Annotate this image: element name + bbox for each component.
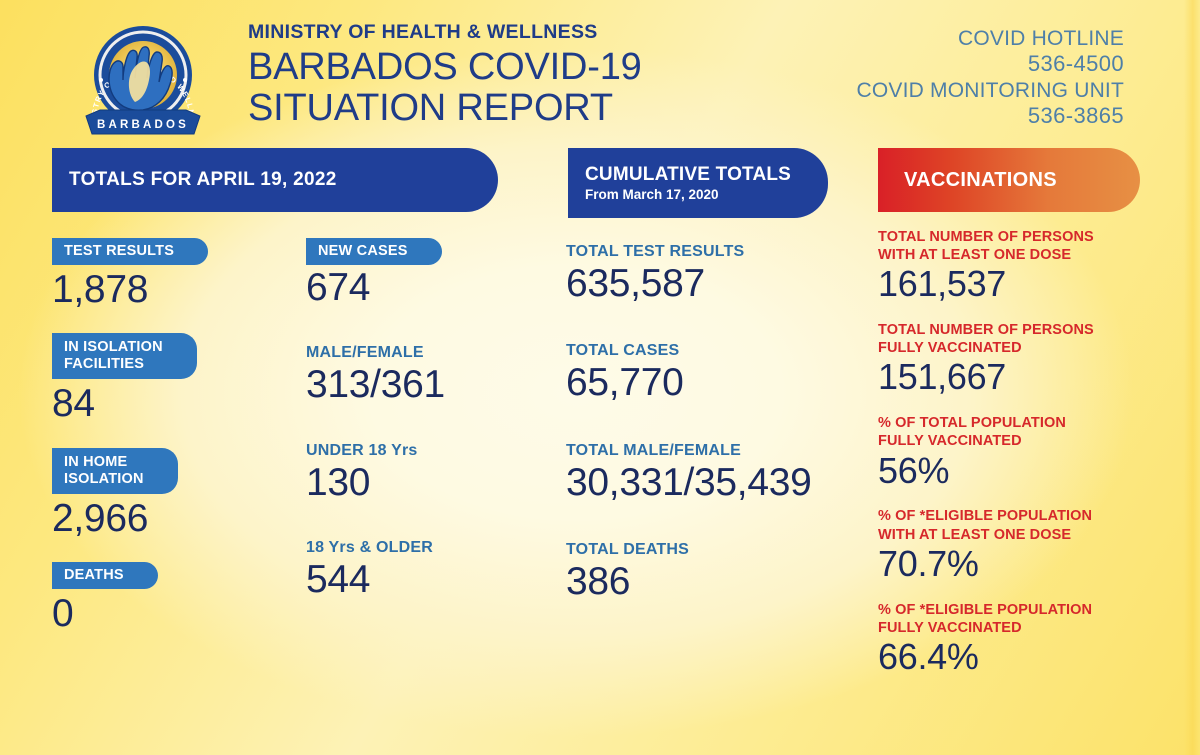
banner-daily-totals: TOTALS FOR APRIL 19, 2022 [52,148,498,212]
label-line-1: TOTAL NUMBER OF PERSONS [878,322,1094,339]
stat-value-at-least-one-dose: 161,537 [878,263,1007,305]
stat-under-18: UNDER 18 Yrs 130 [306,441,556,504]
stat-value-male-female: 313/361 [306,363,445,407]
stat-pct-eligible-one-dose: % OF *ELIGIBLE POPULATION WITH AT LEAST … [878,507,1178,583]
stat-label-total-cases: TOTAL CASES [566,342,680,360]
stat-value-in-isolation-facilities: 84 [52,382,95,426]
page-title-line-2: SITUATION REPORT [248,87,613,130]
stat-18-and-older: 18 Yrs & OLDER 544 [306,538,556,601]
ministry-name: MINISTRY OF HEALTH & WELLNESS [248,21,598,43]
label-line-1: IN HOME [64,453,128,470]
stat-value-in-home-isolation: 2,966 [52,496,149,540]
stat-value-test-results: 1,878 [52,268,149,312]
stat-test-results: TEST RESULTS 1,878 [52,238,288,311]
stat-value-under-18: 130 [306,460,371,504]
label-line-2: FULLY VACCINATED [878,433,1022,450]
stat-label-in-home-isolation: IN HOME ISOLATION [52,447,178,494]
banner-vaccinations-title: VACCINATIONS [904,168,1057,191]
stat-total-male-female: TOTAL MALE/FEMALE 30,331/35,439 [566,441,866,504]
stat-label-fully-vaccinated-total: TOTAL NUMBER OF PERSONS FULLY VACCINATED [878,321,1178,357]
stat-label-pct-total-population-fully-vaccinated: % OF TOTAL POPULATION FULLY VACCINATED [878,414,1178,450]
stat-at-least-one-dose: TOTAL NUMBER OF PERSONS WITH AT LEAST ON… [878,228,1178,304]
stat-fully-vaccinated-total: TOTAL NUMBER OF PERSONS FULLY VACCINATED… [878,321,1178,397]
column-cumulative-stats: TOTAL TEST RESULTS 635,587 TOTAL CASES 6… [566,242,866,639]
label-line-1: % OF TOTAL POPULATION [878,415,1066,432]
ministry-crest-logo: MINISTRY OF HEALTH AND WELLNESS BARBADOS [76,18,201,135]
label-line-2: ISOLATION [64,470,144,487]
stat-total-test-results: TOTAL TEST RESULTS 635,587 [566,242,866,305]
stat-label-18-and-older: 18 Yrs & OLDER [306,538,433,556]
stat-value-fully-vaccinated-total: 151,667 [878,356,1007,398]
stat-in-home-isolation: IN HOME ISOLATION 2,966 [52,447,288,540]
covid-hotline-number[interactable]: 536-4500 [1027,51,1124,77]
stat-new-cases: NEW CASES 674 [306,238,556,309]
stat-label-at-least-one-dose: TOTAL NUMBER OF PERSONS WITH AT LEAST ON… [878,228,1178,264]
covid-hotline-label: COVID HOTLINE [958,27,1124,50]
stat-label-total-deaths: TOTAL DEATHS [566,540,689,558]
label-line-2: FULLY VACCINATED [878,619,1022,636]
banner-daily-title: TOTALS FOR APRIL 19, 2022 [69,169,337,190]
banner-vaccinations: VACCINATIONS [878,148,1140,212]
monitoring-unit-label: COVID MONITORING UNIT [856,78,1124,102]
banner-cumulative-subtitle: From March 17, 2020 [585,186,719,202]
column-vaccination-stats: TOTAL NUMBER OF PERSONS WITH AT LEAST ON… [878,228,1178,694]
stat-total-cases: TOTAL CASES 65,770 [566,341,866,404]
stat-label-pct-eligible-fully-vaccinated: % OF *ELIGIBLE POPULATION FULLY VACCINAT… [878,601,1178,637]
stat-value-pct-total-population-fully-vaccinated: 56% [878,449,950,491]
stat-value-18-and-older: 544 [306,558,371,601]
hotline-info: COVID HOTLINE 536-4500 COVID MONITORING … [794,26,1124,129]
label-line-2: FULLY VACCINATED [878,340,1022,357]
column-new-cases: NEW CASES 674 MALE/FEMALE 313/361 UNDER … [306,238,556,635]
stat-pct-eligible-fully-vaccinated: % OF *ELIGIBLE POPULATION FULLY VACCINAT… [878,601,1178,677]
background-right-edge [1184,0,1200,755]
stat-deaths: DEATHS 0 [52,561,288,635]
stat-male-female: MALE/FEMALE 313/361 [306,343,556,406]
stat-label-test-results: TEST RESULTS [52,238,209,266]
crest-ribbon-text: BARBADOS [97,119,189,131]
report-title-block: MINISTRY OF HEALTH & WELLNESS BARBADOS C… [248,21,678,130]
stat-label-total-test-results: TOTAL TEST RESULTS [566,243,745,260]
label-line-1: % OF *ELIGIBLE POPULATION [878,508,1093,525]
stat-label-new-cases: NEW CASES [306,238,442,266]
stat-value-new-cases: 674 [306,266,371,310]
monitoring-unit-number[interactable]: 536-3865 [1027,102,1124,128]
banner-cumulative-title: CUMULATIVE TOTALS [585,164,792,186]
label-line-1: TOTAL NUMBER OF PERSONS [878,229,1094,245]
stat-value-total-cases: 65,770 [566,361,684,405]
label-line-2: WITH AT LEAST ONE DOSE [878,247,1072,264]
stat-pct-total-population-fully-vaccinated: % OF TOTAL POPULATION FULLY VACCINATED 5… [878,414,1178,490]
stat-value-total-male-female: 30,331/35,439 [566,460,812,504]
stat-label-total-male-female: TOTAL MALE/FEMALE [566,441,741,459]
banner-cumulative-totals: CUMULATIVE TOTALS From March 17, 2020 [568,148,828,218]
label-line-2: FACILITIES [64,356,145,373]
page-title-line-1: BARBADOS COVID-19 [248,46,642,89]
stat-value-total-deaths: 386 [566,560,631,604]
label-line-1: % OF *ELIGIBLE POPULATION [878,601,1093,618]
stat-total-deaths: TOTAL DEATHS 386 [566,540,866,603]
stat-in-isolation-facilities: IN ISOLATION FACILITIES 84 [52,333,288,425]
stat-value-deaths: 0 [52,591,74,635]
report-header: MINISTRY OF HEALTH AND WELLNESS BARBADOS… [0,0,1200,142]
stat-label-under-18: UNDER 18 Yrs [306,441,418,459]
column-daily-stats: TEST RESULTS 1,878 IN ISOLATION FACILITIE… [52,238,288,657]
stat-label-pct-eligible-one-dose: % OF *ELIGIBLE POPULATION WITH AT LEAST … [878,507,1178,543]
stat-value-pct-eligible-one-dose: 70.7% [878,542,979,584]
stat-label-deaths: DEATHS [52,561,158,589]
stat-label-in-isolation-facilities: IN ISOLATION FACILITIES [52,333,197,380]
label-line-2: WITH AT LEAST ONE DOSE [878,526,1072,543]
label-line-1: IN ISOLATION [64,339,163,356]
stat-value-pct-eligible-fully-vaccinated: 66.4% [878,635,979,677]
stat-value-total-test-results: 635,587 [566,262,705,306]
stat-label-male-female: MALE/FEMALE [306,344,424,362]
